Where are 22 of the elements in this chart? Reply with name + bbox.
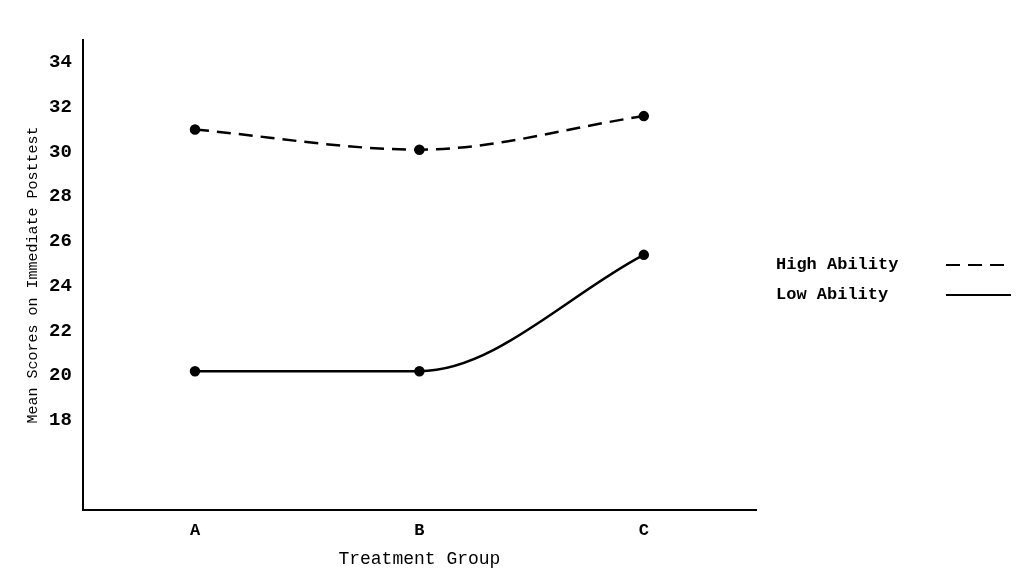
y-tick-label: 30: [48, 140, 72, 163]
point: [414, 365, 425, 377]
x-tick-label: A: [189, 521, 201, 541]
y-tick-label: 28: [48, 185, 72, 208]
y-tick-label: 26: [48, 230, 72, 253]
y-tick-label: 24: [48, 274, 72, 297]
y-tick-label: 32: [48, 95, 72, 118]
text: Low Ability: [776, 285, 889, 305]
x-tick-label: B: [414, 521, 425, 541]
y-tick-label: 34: [48, 51, 72, 74]
point: [638, 249, 650, 261]
x-tick-label: C: [638, 521, 649, 541]
y-axis-title: Mean Scores on Immediate Posttest: [24, 126, 42, 424]
y-tick-label: 18: [48, 409, 72, 432]
point: [414, 144, 425, 155]
x-axis-title: Treatment Group: [338, 548, 501, 569]
point: [189, 124, 201, 135]
point: [638, 110, 650, 122]
point: [189, 365, 201, 377]
text: High Ability: [776, 255, 899, 275]
y-tick-label: 20: [48, 364, 72, 387]
y-tick-label: 22: [48, 319, 72, 342]
